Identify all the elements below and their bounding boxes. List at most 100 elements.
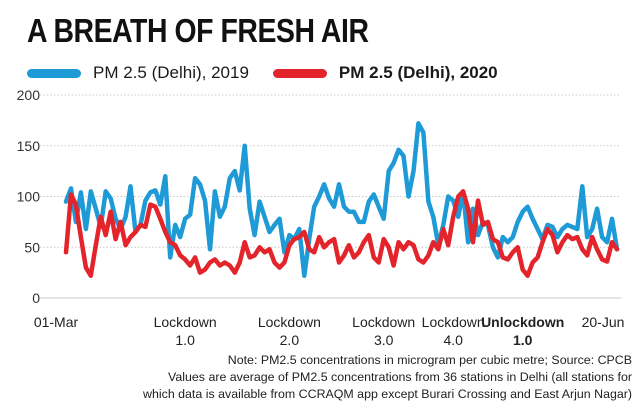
data-point-2020-28	[203, 268, 207, 272]
data-point-2020-26	[193, 255, 197, 259]
data-point-2020-17	[148, 203, 152, 207]
data-point-2020-43	[277, 266, 282, 270]
data-point-2019-52	[322, 182, 326, 186]
data-point-2020-21	[168, 240, 172, 244]
data-point-2020-68	[401, 247, 406, 251]
data-point-2020-49	[307, 247, 311, 251]
data-point-2020-44	[282, 260, 286, 265]
data-point-2020-47	[297, 235, 301, 239]
data-point-2019-48	[302, 274, 306, 278]
data-point-2020-27	[198, 271, 202, 275]
data-point-2020-98	[550, 233, 555, 237]
data-point-2020-1	[69, 192, 73, 197]
x-tick-label-24-1: Lockdown	[154, 314, 217, 330]
x-tick-label-45-1: Lockdown	[258, 314, 321, 330]
data-point-2020-103	[575, 235, 579, 239]
data-point-2020-71	[416, 257, 420, 261]
data-point-2019-3	[79, 190, 83, 194]
data-point-2019-76	[441, 223, 445, 227]
data-point-2020-32	[223, 260, 227, 265]
y-tick-label-50: 50	[24, 239, 40, 255]
data-point-2020-83	[476, 199, 480, 203]
data-point-2019-28	[203, 199, 207, 203]
data-point-2019-86	[491, 245, 495, 249]
data-point-2019-53	[327, 196, 331, 201]
data-point-2020-102	[570, 237, 574, 241]
data-point-2019-101	[565, 223, 570, 227]
data-point-2020-57	[347, 243, 351, 247]
data-point-2019-90	[511, 235, 515, 239]
data-point-2019-41	[267, 230, 272, 234]
data-point-2020-91	[516, 245, 520, 249]
data-point-2019-43	[277, 217, 282, 221]
data-point-2019-56	[342, 205, 346, 209]
data-point-2019-72	[421, 131, 425, 135]
data-point-2020-52	[322, 245, 326, 249]
data-point-2020-94	[531, 260, 535, 265]
data-point-2020-105	[585, 253, 589, 257]
data-point-2019-10	[114, 217, 118, 221]
data-point-2020-65	[387, 245, 391, 249]
x-tick-label-45-2: 2.0	[280, 332, 300, 348]
data-point-2020-58	[352, 255, 356, 259]
data-point-2020-18	[153, 205, 157, 209]
data-point-2020-38	[253, 253, 257, 257]
data-point-2019-16	[143, 199, 147, 203]
data-point-2020-109	[605, 259, 609, 264]
data-point-2020-77	[446, 243, 450, 247]
data-point-2020-14	[133, 230, 138, 234]
series-2020	[63, 189, 620, 278]
data-point-2019-29	[208, 247, 212, 251]
data-point-2019-34	[233, 169, 237, 173]
data-point-2019-5	[89, 189, 93, 193]
data-point-2020-74	[431, 240, 435, 244]
data-point-2019-22	[173, 223, 177, 227]
data-point-2019-95	[536, 227, 540, 231]
data-point-2020-95	[536, 255, 540, 259]
data-point-2019-110	[610, 217, 614, 221]
data-point-2019-24	[183, 217, 187, 221]
data-point-2019-63	[377, 205, 381, 209]
data-point-2020-6	[94, 243, 98, 247]
data-point-2020-51	[317, 235, 321, 239]
data-point-2020-81	[466, 207, 470, 211]
data-point-2019-105	[585, 235, 589, 239]
data-point-2020-35	[238, 260, 242, 265]
data-point-2019-94	[531, 217, 535, 221]
series-group	[63, 121, 620, 278]
data-point-2019-25	[188, 213, 192, 217]
data-point-2019-9	[109, 196, 113, 201]
data-point-2020-3	[79, 235, 83, 239]
data-point-2020-7	[99, 215, 103, 219]
x-tick-label-64-2: 3.0	[374, 332, 394, 348]
x-axis-ticks: 01-Mar Lockdown 1.0 Lockdown 2.0 Lockdown 3.0 L…	[34, 314, 625, 348]
data-point-2019-27	[198, 182, 202, 186]
data-point-2019-17	[148, 190, 152, 194]
x-tick-label-0-1: 01-Mar	[34, 314, 79, 330]
y-tick-label-200: 200	[17, 87, 41, 103]
data-point-2020-29	[208, 260, 212, 265]
data-point-2020-56	[342, 253, 346, 257]
data-point-2019-106	[590, 227, 594, 231]
data-point-2019-8	[104, 189, 108, 193]
data-point-2020-104	[580, 247, 584, 251]
data-point-2020-90	[511, 250, 515, 254]
data-point-2019-67	[397, 148, 401, 152]
data-point-2019-64	[382, 217, 386, 221]
data-point-2019-93	[526, 205, 530, 209]
data-point-2019-81	[466, 240, 470, 244]
data-point-2020-108	[600, 257, 604, 261]
data-point-2020-37	[248, 255, 252, 259]
data-point-2019-87	[496, 255, 500, 259]
data-point-2020-10	[114, 237, 118, 241]
data-point-2020-53	[327, 240, 331, 244]
data-point-2020-30	[213, 257, 217, 261]
data-point-2019-65	[387, 169, 391, 173]
data-point-2019-74	[431, 215, 435, 219]
data-point-2020-45	[287, 243, 291, 247]
data-point-2020-79	[456, 194, 460, 199]
data-point-2020-78	[451, 215, 455, 219]
data-point-2020-63	[377, 260, 381, 265]
data-point-2020-59	[357, 250, 361, 254]
data-point-2019-54	[332, 205, 336, 209]
